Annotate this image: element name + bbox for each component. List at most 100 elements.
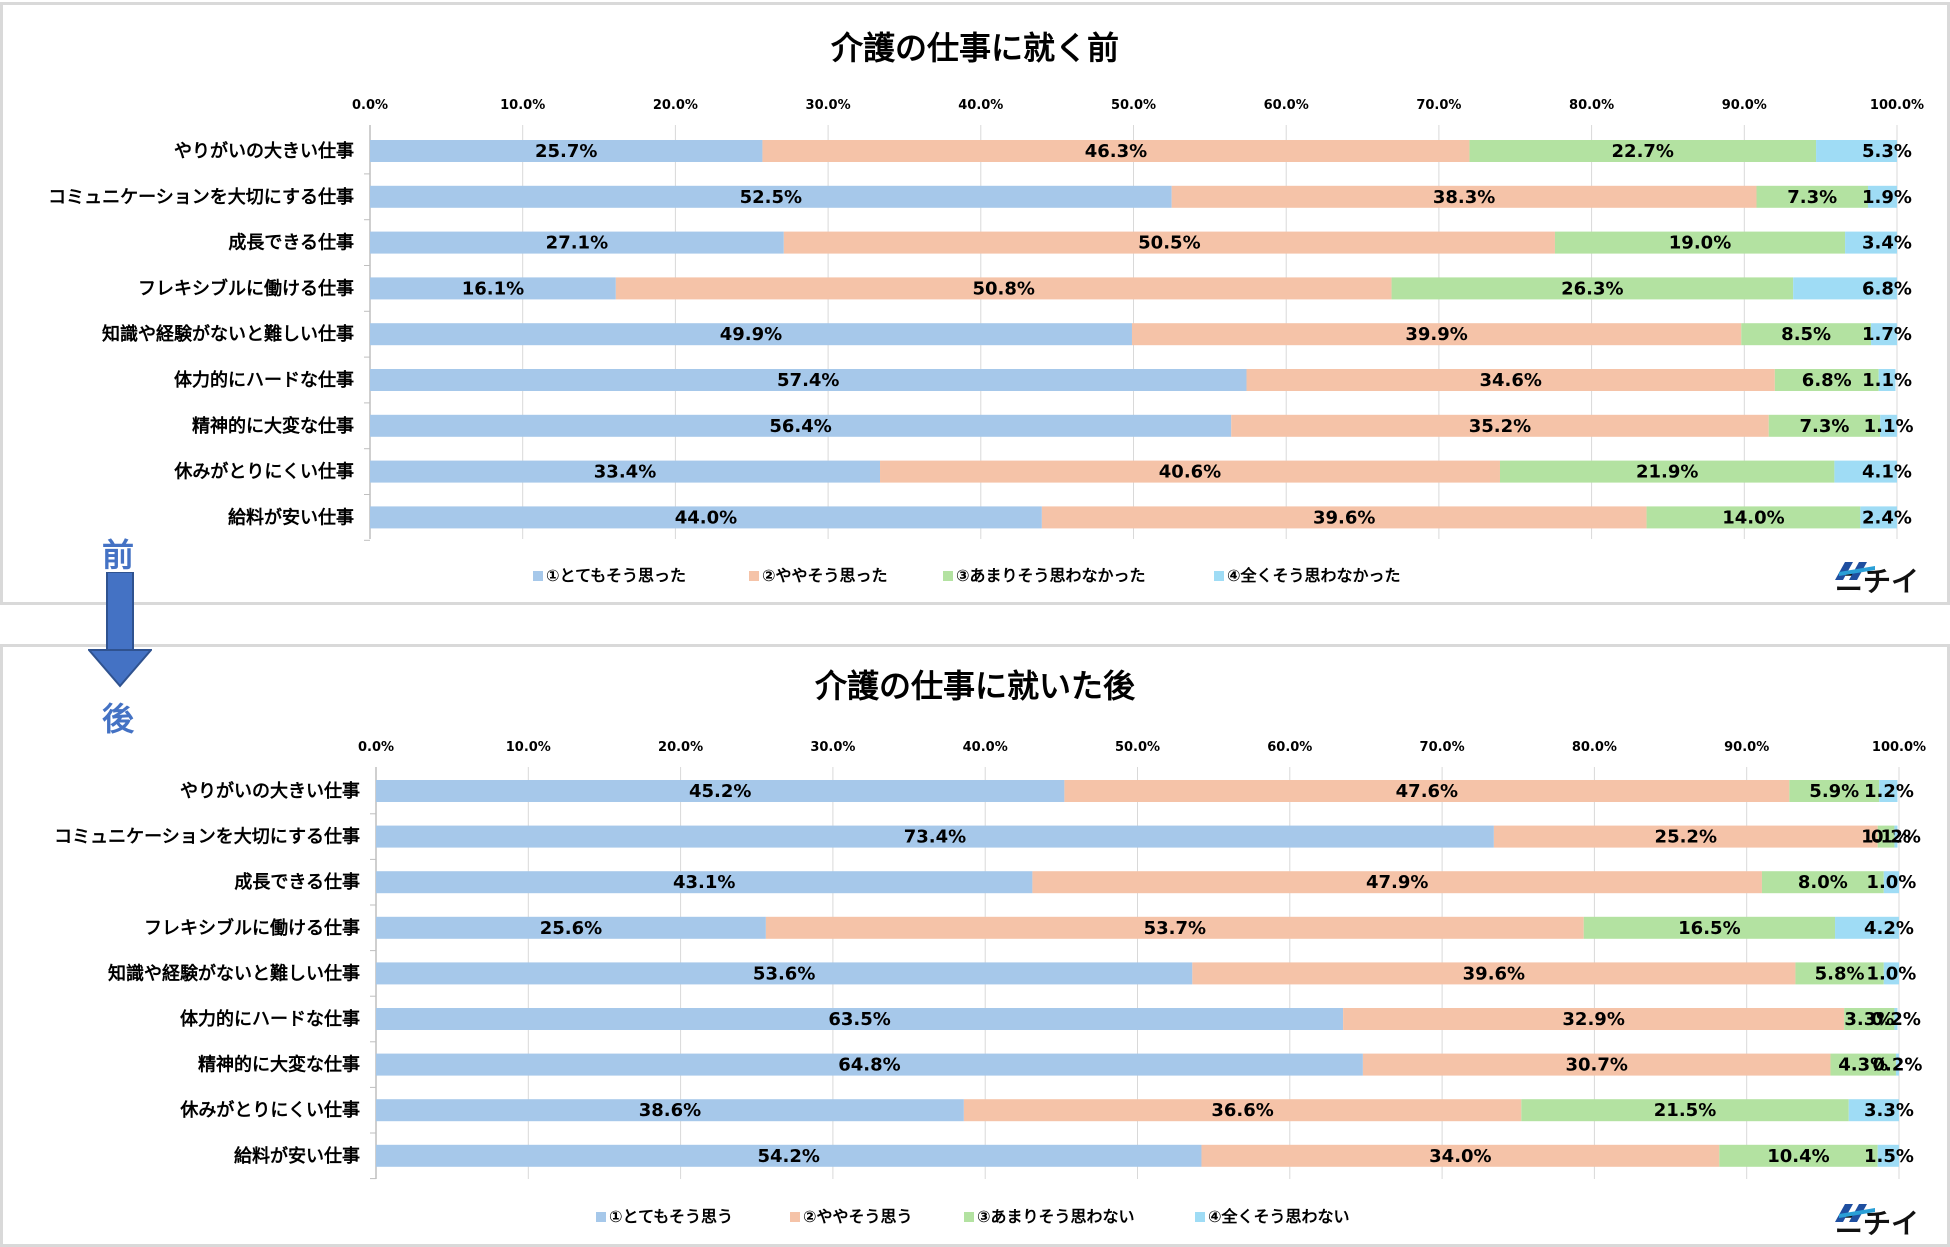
data-label: 25.2% — [1655, 827, 1717, 848]
data-label: 1.1% — [1861, 827, 1911, 848]
x-tick-label: 60.0% — [1264, 98, 1309, 113]
data-label: 40.6% — [1159, 462, 1221, 483]
category-label: 精神的に大変な仕事 — [198, 1054, 360, 1076]
category-label: コミュニケーションを大切にする仕事 — [54, 826, 360, 848]
chart-panel-after: 介護の仕事に就いた後 0.0% 10.0% 20.0% 30.0% 40.0% 50.0% 6… — [0, 644, 1950, 1247]
data-label: 16.1% — [462, 278, 524, 299]
bar-segment — [1835, 916, 1899, 939]
bar-segment — [1646, 506, 1861, 529]
nichii-logo: ニチイ — [1834, 560, 1919, 600]
nichii-logo-mark-icon — [1834, 1204, 1875, 1222]
bar-segment — [376, 1008, 1344, 1030]
data-label: 73.4% — [904, 827, 966, 848]
bar-segment — [370, 460, 881, 483]
bar-segment — [370, 506, 1042, 529]
bar-segment — [1719, 1144, 1878, 1167]
category-label: 給料が安い仕事 — [228, 506, 354, 528]
bar-segment — [1878, 369, 1896, 391]
data-label: 43.1% — [673, 872, 735, 893]
bar-segment — [1871, 323, 1897, 346]
category-label: フレキシブルに働ける仕事 — [144, 917, 360, 939]
bar-segment — [1768, 414, 1881, 437]
x-tick-label: 30.0% — [810, 740, 855, 755]
bar-segment — [1761, 871, 1884, 894]
data-label: 53.7% — [1144, 918, 1206, 939]
bar-segment — [765, 916, 1584, 939]
bar-segment — [963, 1099, 1522, 1122]
bar-segment — [1844, 1008, 1895, 1030]
bar-segment — [1883, 871, 1899, 894]
data-label: 64.8% — [838, 1055, 900, 1076]
chart-title: 介護の仕事に就いた後 — [814, 667, 1136, 705]
x-tick-label: 10.0% — [500, 98, 545, 113]
data-label: 49.9% — [720, 324, 782, 345]
bar-segment — [1521, 1099, 1849, 1122]
data-label: 4.3% — [1838, 1055, 1888, 1076]
bar-segment — [1032, 871, 1762, 894]
legend-label: ③あまりそう思わなかった — [956, 566, 1146, 585]
data-label: 1.1% — [1862, 370, 1912, 391]
x-tick-label: 40.0% — [958, 98, 1003, 113]
bar-segment — [1845, 231, 1897, 254]
bar-segment — [1860, 506, 1897, 529]
legend-swatch — [749, 571, 759, 581]
data-label: 47.6% — [1396, 781, 1458, 802]
legend-swatch — [943, 571, 953, 581]
bar-segment — [376, 871, 1033, 894]
category-label: フレキシブルに働ける仕事 — [138, 277, 354, 299]
x-tick-label: 20.0% — [658, 740, 703, 755]
legend-label: ①とてもそう思った — [546, 566, 686, 585]
bar-segment — [1041, 506, 1647, 529]
data-label: 1.2% — [1864, 781, 1914, 802]
data-label: 38.6% — [639, 1100, 701, 1121]
category-label: 成長できる仕事 — [228, 232, 354, 254]
down-arrow-icon — [88, 572, 152, 688]
bar-segment — [783, 231, 1555, 254]
data-label: 21.5% — [1654, 1100, 1716, 1121]
data-label: 52.5% — [740, 187, 802, 208]
x-tick-label: 0.0% — [352, 98, 388, 113]
chart-before: 介護の仕事に就く前 0.0% 10.0% 20.0% 30.0% 40.0% 50.0% 60… — [48, 29, 1924, 585]
bar-segment — [1834, 460, 1897, 483]
data-label: 50.8% — [972, 278, 1034, 299]
data-label: 39.6% — [1463, 963, 1525, 984]
data-label: 16.5% — [1678, 918, 1740, 939]
data-label: 6.8% — [1802, 370, 1852, 391]
bar-segment — [762, 140, 1470, 162]
legend-swatch — [1195, 1212, 1205, 1222]
x-tick-label: 0.0% — [358, 740, 394, 755]
data-label: 45.2% — [689, 781, 751, 802]
data-label: 27.1% — [546, 233, 608, 254]
bar-segment — [370, 369, 1247, 391]
bar-segment — [1895, 1053, 1899, 1076]
bar-segment — [1867, 185, 1897, 208]
bar-segment — [376, 1099, 964, 1122]
data-label: 6.8% — [1862, 278, 1912, 299]
category-label: やりがいの大きい仕事 — [174, 140, 354, 162]
bar-segment — [1583, 916, 1836, 939]
bar-segment — [1064, 780, 1790, 802]
data-label: 14.0% — [1722, 507, 1784, 528]
data-label: 5.8% — [1815, 963, 1865, 984]
category-label: 休みがとりにくい仕事 — [173, 461, 354, 483]
data-label: 57.4% — [777, 370, 839, 391]
legend-label: ②ややそう思う — [803, 1207, 913, 1226]
bar-segment — [370, 277, 616, 300]
chart-after: 介護の仕事に就いた後 0.0% 10.0% 20.0% 30.0% 40.0% 50.0% 6… — [54, 667, 1926, 1226]
bar-segment — [1789, 780, 1880, 802]
x-tick-label: 100.0% — [1872, 740, 1926, 755]
category-label: 給料が安い仕事 — [234, 1145, 360, 1167]
category-label: 成長できる仕事 — [234, 871, 360, 893]
data-label: 47.9% — [1366, 872, 1428, 893]
data-label: 25.7% — [535, 141, 597, 162]
data-label: 2.4% — [1862, 507, 1912, 528]
data-label: 36.6% — [1211, 1100, 1273, 1121]
x-tick-label: 90.0% — [1722, 98, 1767, 113]
bar-segment — [1830, 1053, 1896, 1076]
data-label: 50.5% — [1138, 233, 1200, 254]
data-label: 30.7% — [1565, 1055, 1627, 1076]
legend-label: ④全くそう思わない — [1208, 1207, 1350, 1226]
bar-segment — [376, 1144, 1202, 1167]
data-label: 7.3% — [1787, 187, 1837, 208]
data-label: 0.2% — [1871, 827, 1921, 848]
